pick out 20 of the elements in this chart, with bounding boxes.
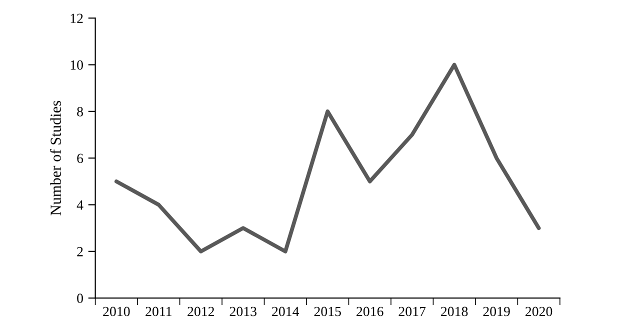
y-tick-label: 10 bbox=[70, 60, 83, 70]
y-tick-label: 4 bbox=[76, 200, 84, 210]
y-axis-title: Number of Studies bbox=[50, 100, 61, 216]
x-tick-label: 2018 bbox=[441, 306, 468, 316]
x-tick-label: 2010 bbox=[103, 306, 130, 316]
y-tick-label: 0 bbox=[77, 294, 83, 304]
x-tick-label: 2014 bbox=[272, 306, 300, 316]
y-tick-label: 12 bbox=[70, 14, 83, 23]
x-tick-label: 2012 bbox=[188, 306, 214, 316]
line-series bbox=[114, 62, 541, 254]
x-tick-label: 2019 bbox=[483, 306, 510, 316]
x-tick-label: 2016 bbox=[356, 306, 384, 316]
x-tick-label: 2017 bbox=[398, 306, 426, 316]
x-tick-label: 2011 bbox=[146, 306, 172, 316]
y-tick-label: 8 bbox=[77, 107, 83, 116]
x-tick-label: 2015 bbox=[314, 306, 341, 316]
y-tick-label: 2 bbox=[77, 247, 83, 256]
x-tick-label: 2013 bbox=[230, 306, 256, 316]
y-tick-label: 6 bbox=[77, 154, 84, 164]
x-tick-label: 2020 bbox=[526, 306, 552, 316]
